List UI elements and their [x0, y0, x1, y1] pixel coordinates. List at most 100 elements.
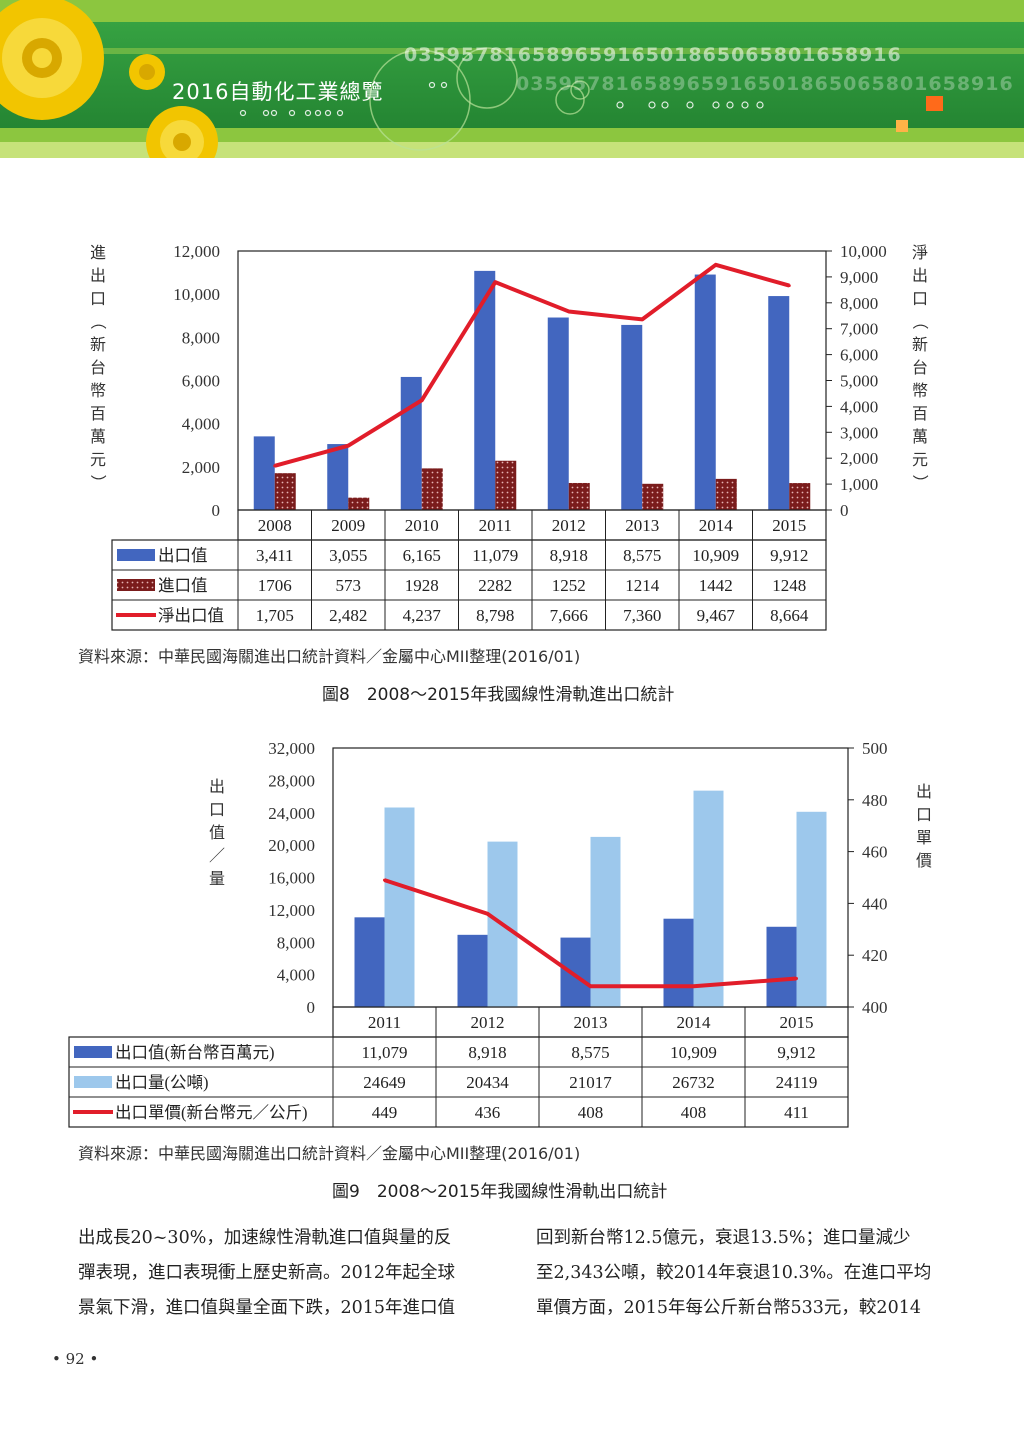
c8-left-tick-label: 8,000 — [182, 328, 220, 347]
c9-table-cell: 408 — [681, 1103, 707, 1122]
c8-bar-a — [547, 317, 569, 510]
c9-table-cell: 21017 — [569, 1073, 612, 1092]
c9-left-tick-label: 28,000 — [268, 771, 315, 790]
c8-category-label: 2010 — [405, 516, 439, 535]
c8-bar-b — [348, 497, 370, 510]
c8-legend-label: 進口值 — [158, 576, 208, 595]
c9-legend-key-bar — [74, 1046, 112, 1058]
c8-table-cell: 8,664 — [770, 606, 809, 625]
c8-left-tick-label: 2,000 — [182, 458, 220, 477]
c8-category-label: 2015 — [772, 516, 806, 535]
c8-bar-b — [274, 473, 296, 510]
banner-digit-strip: 0359578165896591650186506580165891​6 — [404, 44, 902, 66]
c8-left-tick-label: 0 — [212, 501, 221, 520]
c8-table-cell: 1928 — [405, 576, 439, 595]
c8-bar-a — [768, 296, 790, 510]
orange-square-icon — [926, 96, 943, 111]
c9-table-cell: 449 — [372, 1103, 398, 1122]
c8-category-label: 2013 — [625, 516, 659, 535]
figure8-chart: 0 2,000 4,000 6,000 8,000 10,000 12,000 0 1,000 2… — [111, 242, 887, 631]
c9-left-tick-label: 16,000 — [268, 869, 315, 888]
c8-right-tick-label: 6,000 — [840, 346, 878, 365]
c9-table-cell: 411 — [784, 1103, 809, 1122]
c8-table-cell: 2282 — [478, 576, 512, 595]
c9-left-tick-label: 24,000 — [268, 804, 315, 823]
c9-table-cell: 8,918 — [468, 1043, 506, 1062]
fig8-source: 資料來源：中華民國海關進出口統計資料／金屬中心MII整理(2016/01) — [78, 647, 581, 666]
c8-table-cell: 573 — [336, 576, 362, 595]
c9-left-tick-label: 8,000 — [277, 933, 315, 952]
c9-table-cell: 11,079 — [361, 1043, 407, 1062]
c8-bar-a — [621, 324, 643, 510]
c8-table-cell: 3,055 — [329, 546, 367, 565]
c9-line-point — [486, 912, 489, 916]
c8-right-tick-label: 4,000 — [840, 397, 878, 416]
c8-table-cell: 8,798 — [476, 606, 514, 625]
c9-table-cell: 436 — [475, 1103, 501, 1122]
body-text-left-column: 出成長20~30%，加速線性滑軌進口值與量的反 彈表現，進口表現衝上歷史新高。2… — [78, 1221, 455, 1326]
page-number: • 92 • — [52, 1350, 99, 1368]
c8-table-cell: 6,165 — [403, 546, 441, 565]
c8-right-tick-label: 5,000 — [840, 372, 878, 391]
c8-bar-a — [474, 270, 496, 510]
banner-graphic — [0, 0, 1024, 178]
fig8-left-axis-label: 進出口（新台幣百萬元） — [88, 243, 108, 491]
c9-bar-a — [457, 934, 488, 1007]
c9-category-label: 2015 — [780, 1013, 814, 1032]
fig9-caption: 圖9 2008～2015年我國線性滑軌出口統計 — [332, 1182, 668, 1202]
c9-left-tick-label: 12,000 — [268, 901, 315, 920]
c9-category-label: 2013 — [574, 1013, 608, 1032]
c9-legend-key-bar — [74, 1076, 112, 1088]
c9-bar-a — [354, 917, 385, 1007]
c9-bar-b — [796, 811, 827, 1007]
c8-legend-label: 淨出口值 — [158, 606, 224, 625]
c9-bar-b — [590, 836, 621, 1007]
c8-table-cell: 8,918 — [550, 546, 588, 565]
c8-bar-a — [400, 376, 422, 510]
c8-right-tick-label: 7,000 — [840, 320, 878, 339]
c8-right-tick-label: 0 — [840, 501, 849, 520]
c9-table-cell: 20434 — [466, 1073, 509, 1092]
c8-line-series — [274, 262, 790, 468]
c9-left-tick-label: 4,000 — [277, 966, 315, 985]
gear-icon — [129, 54, 165, 90]
c8-line-point — [787, 284, 791, 288]
c8-bar-b — [789, 483, 811, 510]
c9-category-label: 2014 — [677, 1013, 712, 1032]
c9-left-tick-label: 0 — [307, 998, 316, 1017]
c9-table-cell: 24119 — [776, 1073, 818, 1092]
c8-legend-key-bar — [117, 549, 155, 561]
c8-table-cell: 9,912 — [770, 546, 808, 565]
c8-table-cell: 7,666 — [550, 606, 588, 625]
c8-table-cell: 1706 — [258, 576, 292, 595]
c8-line-point — [714, 263, 718, 267]
c8-category-label: 2012 — [552, 516, 586, 535]
c8-line-point — [346, 444, 350, 448]
body-text-right-column: 回到新台幣12.5億元，衰退13.5%；進口量減少 至2,343公噸，較2014… — [536, 1221, 931, 1326]
c8-table-cell: 1252 — [552, 576, 586, 595]
orange-square-icon — [896, 120, 908, 132]
c9-table-cell: 8,575 — [571, 1043, 609, 1062]
c8-line-point — [567, 309, 571, 313]
c8-right-tick-label: 9,000 — [840, 268, 878, 287]
fig9-source: 資料來源：中華民國海關進出口統計資料／金屬中心MII整理(2016/01) — [78, 1144, 581, 1163]
c9-table-cell: 10,909 — [670, 1043, 717, 1062]
c8-table-cell: 9,467 — [697, 606, 736, 625]
c8-line-point — [420, 398, 424, 402]
c9-table-cell: 408 — [578, 1103, 604, 1122]
header-banner: 0359578165896591650186506580165891​6 035… — [0, 0, 1024, 178]
c8-bar-b — [642, 483, 664, 510]
c8-table-cell: 8,575 — [623, 546, 661, 565]
text-line: 彈表現，進口表現衝上歷史新高。2012年起全球 — [78, 1263, 456, 1283]
c8-right-tick-label: 1,000 — [840, 475, 878, 494]
text-line: 回到新台幣12.5億元，衰退13.5%；進口量減少 — [536, 1228, 911, 1248]
c9-category-label: 2012 — [471, 1013, 505, 1032]
c9-right-tick-label: 420 — [862, 946, 888, 965]
figure9-chart: 0 4,000 8,000 12,000 16,000 20,000 24,000 28,00… — [68, 739, 888, 1128]
c8-line-point — [273, 464, 277, 468]
c9-legend-label: 出口量(公噸) — [115, 1073, 209, 1092]
c8-left-tick-label: 4,000 — [182, 415, 220, 434]
c8-table-cell: 3,411 — [256, 546, 294, 565]
text-line: 單價方面，2015年每公斤新台幣533元，較2014 — [536, 1298, 921, 1318]
c8-legend-key-bar — [117, 579, 155, 591]
